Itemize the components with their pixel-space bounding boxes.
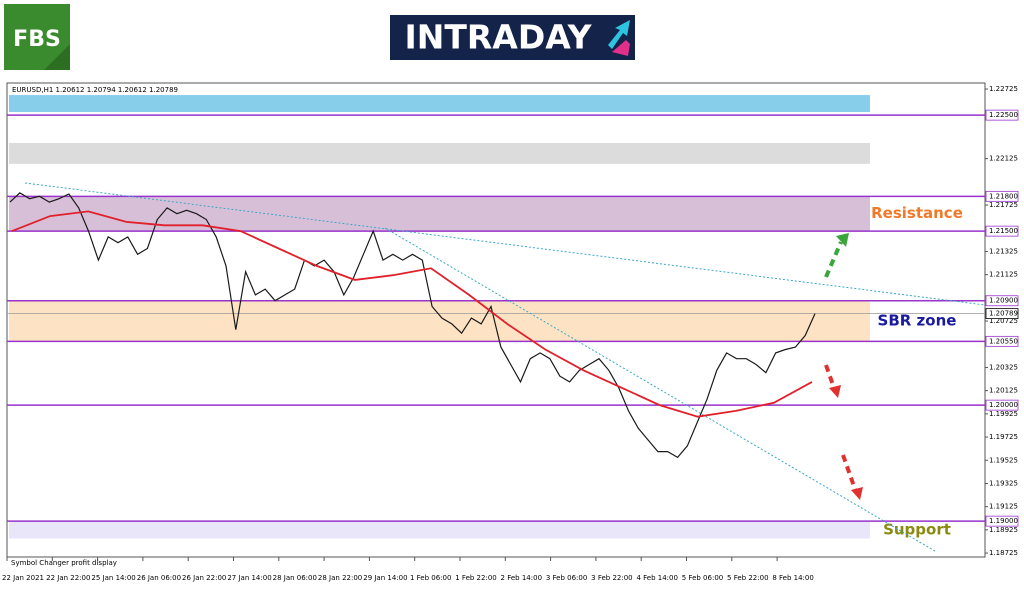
zone-label: Resistance — [871, 204, 963, 222]
level-tag — [985, 190, 1019, 202]
level-tag — [985, 225, 1019, 237]
y-tick-label: 1.18725 — [989, 549, 1018, 557]
y-tick-label: 1.21125 — [989, 271, 1018, 279]
level-label: 1.20900 — [989, 297, 1018, 305]
zone-label: Support — [883, 520, 951, 538]
level-label: 1.19000 — [989, 517, 1018, 525]
symbol-info: EURUSD,H1 1.20612 1.20794 1.20612 1.2078… — [12, 86, 178, 94]
x-tick-label: 22 Jan 2021 — [2, 574, 44, 582]
y-tick-label: 1.22725 — [989, 85, 1018, 93]
y-tick-label: 1.22125 — [989, 155, 1018, 163]
x-tick-label: 8 Feb 14:00 — [772, 574, 813, 582]
y-tick-label: 1.20125 — [989, 387, 1018, 395]
zone — [9, 521, 870, 539]
x-tick-label: 25 Jan 14:00 — [91, 574, 135, 582]
x-tick-label: 3 Feb 22:00 — [591, 574, 632, 582]
x-tick-label: 3 Feb 06:00 — [546, 574, 587, 582]
y-tick-label: 1.19525 — [989, 456, 1018, 464]
price-tag — [985, 308, 1019, 320]
chart-layer: Resistance SBR zone Support 1.22725 1.22125 1… — [2, 85, 1019, 582]
x-tick-label: 26 Jan 06:00 — [137, 574, 181, 582]
x-tick-label: 28 Jan 22:00 — [318, 574, 362, 582]
zone — [9, 300, 870, 342]
zone — [9, 142, 870, 164]
x-tick-label: 29 Jan 14:00 — [363, 574, 407, 582]
level-label: 1.22500 — [989, 111, 1018, 119]
banner-text: INTRADAY — [404, 18, 592, 57]
y-tick-label: 1.19125 — [989, 503, 1018, 511]
arrow-head — [836, 233, 849, 247]
x-tick-label: 1 Feb 06:00 — [410, 574, 451, 582]
y-tick-label: 1.19325 — [989, 479, 1018, 487]
y-tick-label: 1.20325 — [989, 363, 1018, 371]
arrow-head — [851, 487, 863, 500]
x-tick-label: 26 Jan 22:00 — [182, 574, 226, 582]
y-tick-label: 1.21325 — [989, 247, 1018, 255]
x-tick-label: 1 Feb 22:00 — [455, 574, 496, 582]
banner — [390, 15, 635, 60]
x-tick-label: 27 Jan 14:00 — [227, 574, 271, 582]
x-tick-label: 5 Feb 06:00 — [682, 574, 723, 582]
level-tag — [985, 335, 1019, 347]
y-tick-label: 1.21725 — [989, 201, 1018, 209]
zone — [9, 196, 870, 232]
level-tag — [985, 295, 1019, 307]
y-tick-label: 1.20725 — [989, 317, 1018, 325]
logo-fold — [44, 44, 70, 70]
trendline — [24, 182, 986, 306]
y-tick-label: 1.19725 — [989, 433, 1018, 441]
level-tag — [985, 109, 1019, 121]
x-tick-label: 2 Feb 14:00 — [501, 574, 542, 582]
banner-arrow-up — [608, 20, 630, 49]
price-line — [9, 192, 816, 459]
y-tick-label: 1.18925 — [989, 526, 1018, 534]
level-label: 1.21800 — [989, 192, 1018, 200]
level-label: 1.21500 — [989, 227, 1018, 235]
footer: Symbol Changer profit display — [11, 559, 117, 567]
x-tick-label: 5 Feb 22:00 — [727, 574, 768, 582]
moving-average — [11, 210, 813, 418]
arrows — [824, 241, 858, 493]
y-tick-label: 1.19925 — [989, 410, 1018, 418]
level-label: 1.20550 — [989, 337, 1018, 345]
banner-arrow-down — [612, 40, 630, 56]
x-tick-label: 28 Jan 06:00 — [273, 574, 317, 582]
current-price-label: 1.20789 — [989, 310, 1018, 318]
zone — [9, 95, 870, 113]
level-tag — [985, 515, 1019, 527]
x-tick-label: 4 Feb 14:00 — [636, 574, 677, 582]
trendline — [384, 227, 936, 552]
arrow-head — [829, 385, 841, 398]
level-label: 1.20000 — [989, 401, 1018, 409]
level-tag — [985, 399, 1019, 411]
zone-label: SBR zone — [878, 312, 957, 330]
fbs-text: FBS — [13, 27, 61, 52]
x-tick-label: 22 Jan 22:00 — [46, 574, 90, 582]
